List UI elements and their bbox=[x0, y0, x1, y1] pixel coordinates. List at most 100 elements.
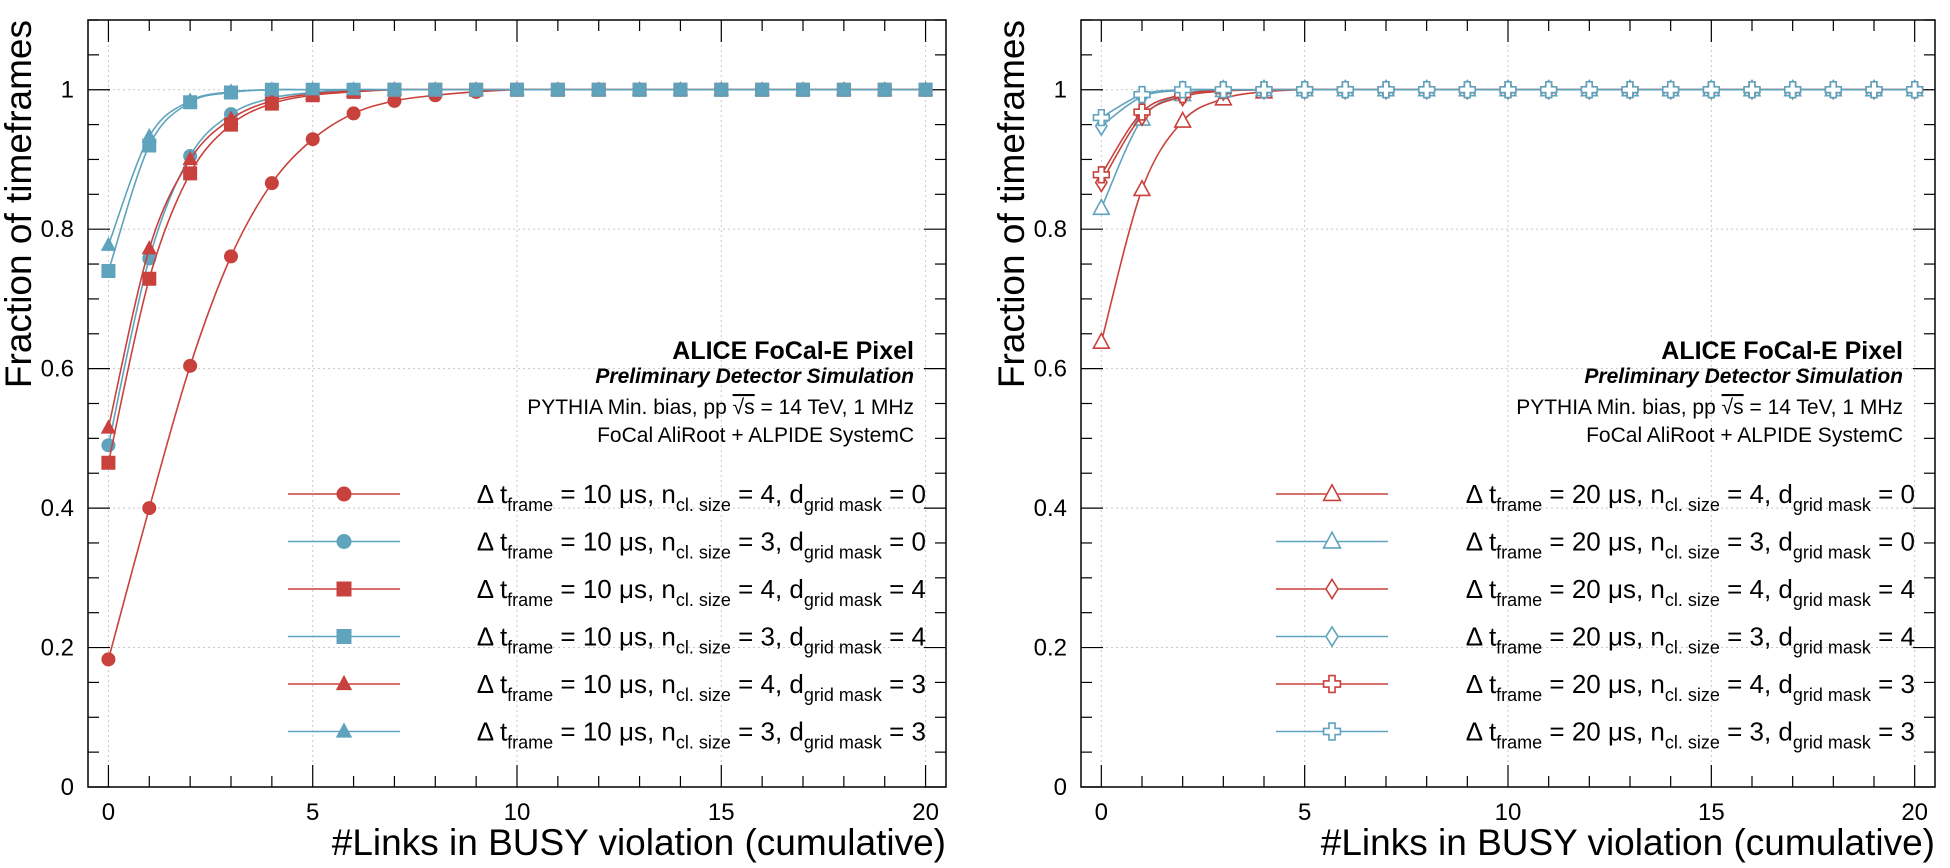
legend-subscript: grid mask bbox=[804, 590, 883, 610]
legend-text: = 20 μs, n bbox=[1542, 622, 1665, 652]
legend-text: = 20 μs, n bbox=[1542, 527, 1665, 557]
legend-marker bbox=[336, 581, 352, 597]
data-point bbox=[100, 236, 117, 251]
legend-text: = 10 μs, n bbox=[553, 669, 676, 699]
data-point bbox=[631, 81, 648, 96]
data-point bbox=[305, 81, 321, 96]
legend-marker bbox=[336, 629, 352, 644]
legend-text: = 3, d bbox=[1720, 622, 1793, 652]
legend-marker bbox=[1325, 625, 1339, 648]
legend-text: = 3, d bbox=[1720, 717, 1793, 747]
legend-subscript: cl. size bbox=[1665, 495, 1720, 515]
annotation-line-2: FoCal AliRoot + ALPIDE SystemC bbox=[597, 424, 914, 447]
annotation-line-1-prefix: PYTHIA Min. bias, pp bbox=[527, 396, 732, 419]
data-point bbox=[591, 81, 607, 96]
legend-label: Δ tframe = 10 μs, ncl. size = 3, dgrid m… bbox=[477, 622, 926, 658]
data-point bbox=[264, 176, 279, 191]
data-point bbox=[1173, 110, 1192, 128]
y-axis-title: Fraction of timeframes bbox=[991, 20, 1032, 388]
legend-subscript: grid mask bbox=[1793, 733, 1872, 753]
data-point bbox=[183, 166, 198, 181]
y-tick-label: 1 bbox=[61, 77, 74, 104]
legend-entry: Δ tframe = 20 μs, ncl. size = 3, dgrid m… bbox=[1276, 717, 1915, 753]
legend-subscript: grid mask bbox=[1793, 543, 1872, 563]
data-point bbox=[1783, 81, 1802, 99]
data-point bbox=[672, 81, 689, 96]
data-point bbox=[713, 81, 729, 96]
legend-text: = 4, d bbox=[1720, 479, 1793, 509]
legend-subscript: grid mask bbox=[804, 543, 883, 563]
data-point bbox=[550, 81, 566, 96]
data-point bbox=[101, 455, 116, 470]
legend-label: Δ tframe = 10 μs, ncl. size = 3, dgrid m… bbox=[477, 527, 926, 563]
legend-text: = 4, d bbox=[1720, 574, 1793, 604]
data-point bbox=[1092, 331, 1111, 349]
legend-text: Δ t bbox=[1466, 669, 1497, 699]
legend-text: = 4 bbox=[1871, 574, 1915, 604]
data-point bbox=[509, 81, 525, 96]
legend-marker bbox=[1322, 530, 1342, 549]
data-point bbox=[100, 419, 117, 434]
data-point bbox=[1092, 166, 1111, 184]
data-point bbox=[182, 92, 198, 107]
legend-subscript: cl. size bbox=[1665, 733, 1720, 753]
data-point bbox=[917, 81, 934, 96]
legend-entry: Δ tframe = 10 μs, ncl. size = 4, dgrid m… bbox=[288, 669, 926, 705]
data-point bbox=[101, 264, 116, 279]
legend-entry: Δ tframe = 20 μs, ncl. size = 4, dgrid m… bbox=[1276, 669, 1915, 705]
data-point bbox=[346, 106, 361, 121]
legend-entry: Δ tframe = 20 μs, ncl. size = 3, dgrid m… bbox=[1276, 622, 1915, 658]
series-5 bbox=[100, 81, 934, 251]
legend-text: = 20 μs, n bbox=[1542, 479, 1665, 509]
legend-text: = 20 μs, n bbox=[1542, 669, 1665, 699]
legend-text: = 20 μs, n bbox=[1542, 717, 1665, 747]
legend-label: Δ tframe = 20 μs, ncl. size = 4, dgrid m… bbox=[1466, 574, 1915, 610]
chart-panel-left: 0 5 10 15 20 0 0.2 0.4 0.6 0.8 1 #Links in BUSY vio… bbox=[0, 19, 947, 863]
y-tick-label: 0.4 bbox=[41, 495, 74, 522]
legend-text: = 3 bbox=[882, 669, 926, 699]
legend-subscript: frame bbox=[507, 543, 553, 563]
legend-text: = 0 bbox=[882, 527, 926, 557]
legend-text: = 20 μs, n bbox=[1542, 574, 1665, 604]
data-point bbox=[795, 81, 811, 96]
legend-text: = 0 bbox=[882, 479, 926, 509]
data-point bbox=[223, 83, 239, 98]
y-tick-label: 0.6 bbox=[1034, 356, 1067, 383]
legend-subscript: grid mask bbox=[804, 733, 883, 753]
data-point bbox=[264, 81, 280, 96]
legend-subscript: grid mask bbox=[1793, 495, 1872, 515]
x-tick-label: 0 bbox=[1095, 799, 1108, 826]
data-point bbox=[1417, 81, 1436, 99]
legend-text: = 3 bbox=[1871, 669, 1915, 699]
x-tick-label: 20 bbox=[912, 799, 939, 826]
legend-entry: Δ tframe = 10 μs, ncl. size = 4, dgrid m… bbox=[288, 574, 926, 610]
x-axis-title: #Links in BUSY violation (cumulative) bbox=[332, 822, 946, 863]
data-point bbox=[141, 127, 157, 143]
legend-subscript: frame bbox=[1496, 495, 1542, 515]
legend: Δ tframe = 10 μs, ncl. size = 4, dgrid m… bbox=[288, 479, 926, 753]
legend-subscript: grid mask bbox=[1793, 590, 1872, 610]
legend-marker bbox=[335, 722, 353, 738]
legend-text: = 4, d bbox=[731, 479, 804, 509]
legend-text: = 0 bbox=[1871, 479, 1915, 509]
data-point bbox=[1499, 81, 1517, 99]
legend-subscript: frame bbox=[1496, 638, 1542, 658]
legend-subscript: cl. size bbox=[1665, 543, 1720, 563]
data-point bbox=[1133, 85, 1151, 104]
legend-marker bbox=[336, 486, 352, 502]
y-tick-label: 1 bbox=[1054, 77, 1067, 104]
legend-text: = 4, d bbox=[1720, 669, 1793, 699]
data-point bbox=[1905, 81, 1924, 99]
legend-marker bbox=[1322, 483, 1342, 502]
legend-marker bbox=[1325, 577, 1339, 601]
legend-subscript: frame bbox=[507, 685, 553, 705]
annotation-subtitle: Preliminary Detector Simulation bbox=[1584, 365, 1903, 388]
x-tick-label: 0 bbox=[102, 799, 115, 826]
data-point bbox=[1458, 81, 1477, 99]
legend-subscript: frame bbox=[507, 495, 553, 515]
data-point bbox=[1336, 81, 1355, 99]
data-point bbox=[1092, 197, 1111, 216]
data-point bbox=[754, 81, 770, 96]
legend-label: Δ tframe = 10 μs, ncl. size = 4, dgrid m… bbox=[477, 669, 926, 705]
